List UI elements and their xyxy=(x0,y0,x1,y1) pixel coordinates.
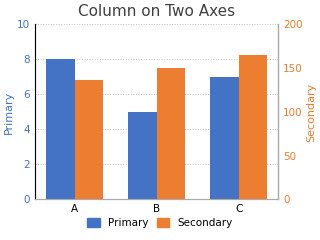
Bar xyxy=(128,112,157,199)
Y-axis label: Primary: Primary xyxy=(4,90,14,134)
Title: Column on Two Axes: Column on Two Axes xyxy=(78,4,235,19)
Bar xyxy=(75,80,103,199)
Bar xyxy=(239,55,268,199)
Bar xyxy=(157,68,185,199)
Y-axis label: Secondary: Secondary xyxy=(306,82,316,142)
Bar xyxy=(210,77,239,199)
Legend: Primary, Secondary: Primary, Secondary xyxy=(83,214,237,232)
Bar xyxy=(46,60,75,199)
